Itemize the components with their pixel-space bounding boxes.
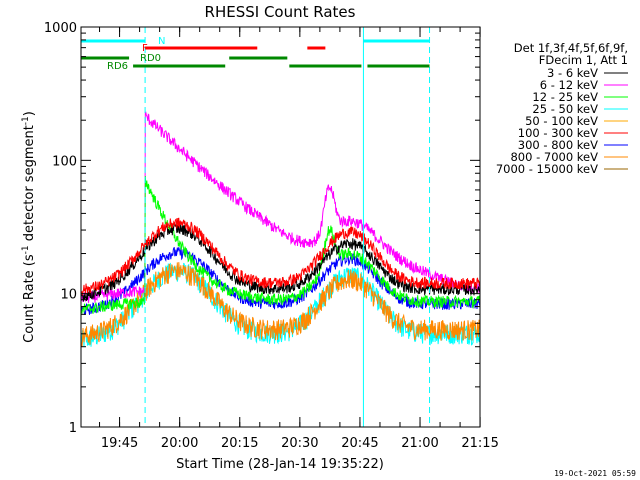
x-tick-label: 20:00	[161, 436, 198, 451]
x-axis-label: Start Time (28-Jan-14 19:35:22)	[176, 457, 384, 472]
series-line	[80, 262, 481, 347]
x-tick-label: 21:00	[401, 436, 438, 451]
plot-frame	[80, 26, 481, 428]
y-axis-ticks: 1 10 100 1000	[44, 21, 480, 436]
series-line	[80, 176, 481, 315]
series-layer	[80, 111, 481, 347]
series-line	[80, 111, 481, 303]
legend-entry-label: 12 - 25 keV	[532, 90, 598, 104]
legend-entry-label: 100 - 300 keV	[518, 126, 598, 140]
x-tick-label: 20:30	[281, 436, 318, 451]
legend-entry-label: 50 - 100 keV	[525, 114, 598, 128]
flag-label: F	[142, 43, 148, 54]
legend-entry-label: 6 - 12 keV	[540, 78, 598, 92]
series-line	[80, 217, 481, 296]
legend-entry-label: 800 - 7000 keV	[510, 150, 598, 164]
flag-label: N	[158, 36, 165, 47]
flag-label: RD6	[107, 61, 128, 72]
legend-header-1: Det 1f,3f,4f,5f,6f,9f,	[514, 41, 628, 55]
legend: Det 1f,3f,4f,5f,6f,9f, FDecim 1, Att 1 3…	[496, 41, 628, 176]
generation-timestamp: 19-Oct-2021 05:59	[554, 469, 636, 478]
legend-header-2: FDecim 1, Att 1	[539, 53, 628, 67]
vertical-markers	[80, 27, 431, 427]
x-axis-ticks: 19:45 20:00 20:15 20:30 20:45 21:00 21:15	[99, 27, 499, 451]
y-tick-label: 1	[69, 421, 77, 436]
x-tick-label: 21:15	[461, 436, 498, 451]
legend-entry-label: 3 - 6 keV	[547, 66, 598, 80]
legend-entry-label: 7000 - 15000 keV	[496, 162, 598, 176]
legend-entry-label: 300 - 800 keV	[518, 138, 598, 152]
flag-label: RD0	[140, 53, 161, 64]
chart-title: RHESSI Count Rates	[205, 3, 356, 21]
y-tick-label: 1000	[44, 21, 77, 36]
x-tick-label: 20:45	[341, 436, 378, 451]
y-axis-label: Count Rate (s-1 detector segment-1)	[21, 111, 37, 343]
y-tick-label: 100	[52, 154, 77, 169]
y-tick-label: 10	[60, 288, 77, 303]
series-line	[80, 246, 481, 315]
x-tick-label: 19:45	[101, 436, 138, 451]
legend-entry-label: 25 - 50 keV	[532, 102, 598, 116]
x-tick-label: 20:15	[221, 436, 258, 451]
